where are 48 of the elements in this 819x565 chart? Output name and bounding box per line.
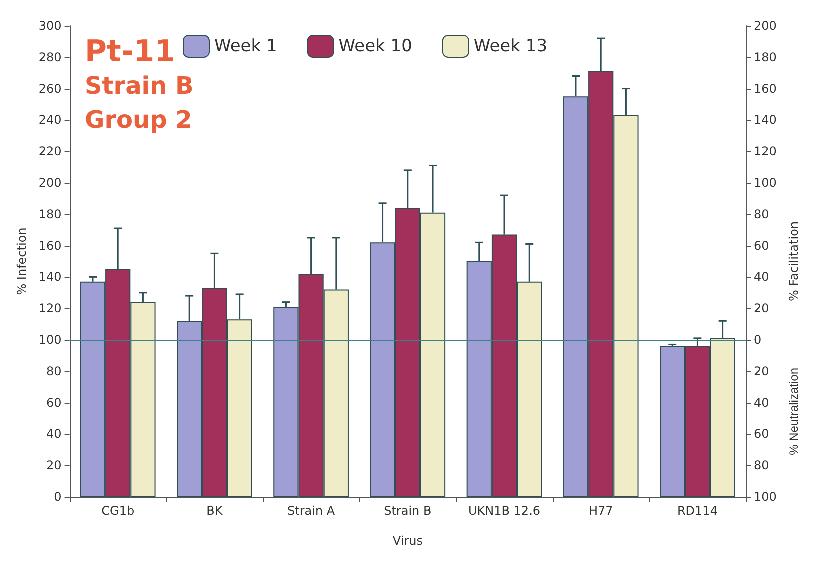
y2-tick-label: 60 — [754, 427, 770, 442]
x-tick-label: CG1b — [102, 504, 135, 518]
y2-axis-title: % Facilitation — [786, 221, 801, 302]
x-tick-label: UKN1B 12.6 — [468, 504, 541, 518]
y-tick-label: 120 — [38, 302, 62, 316]
legend-label: Week 10 — [338, 36, 412, 56]
y2-tick-label: 100 — [754, 176, 777, 190]
legend-label: Week 13 — [474, 36, 548, 56]
y-tick-label: 220 — [38, 144, 62, 159]
legend-label: Week 1 — [214, 36, 278, 56]
x-tick-label: RD114 — [677, 504, 718, 518]
y-tick-label: 180 — [38, 207, 62, 222]
x-tick-label: Strain B — [384, 504, 432, 518]
y2-tick-label: 40 — [754, 396, 770, 410]
y-tick-label: 20 — [46, 458, 62, 473]
y-axis-title: % Infection — [15, 228, 29, 296]
chart-title: Pt-11 — [85, 34, 176, 70]
y-tick-label: 80 — [46, 364, 62, 378]
y2-tick-label: 80 — [754, 207, 770, 222]
y2-tick-label: 200 — [754, 19, 777, 33]
y-tick-label: 40 — [46, 427, 62, 442]
y2-tick-label: 60 — [754, 238, 770, 253]
y-tick-label: 140 — [38, 270, 62, 284]
y2-tick-label: 40 — [754, 270, 770, 284]
y-tick-label: 260 — [38, 82, 62, 96]
y-tick-label: 240 — [38, 113, 62, 128]
y2-tick-label: 180 — [754, 50, 777, 64]
text: % Neutralization — [787, 368, 801, 456]
x-axis-title: Virus — [392, 534, 423, 548]
x-tick-label: H77 — [588, 504, 614, 518]
y-tick-label: 160 — [38, 238, 62, 253]
y2-tick-label: 160 — [754, 82, 777, 96]
y-tick-label: 0 — [54, 490, 62, 504]
text: Strain B Group 2 — [85, 72, 194, 134]
y2-tick-label: 140 — [754, 113, 777, 128]
y2-tick-label: 20 — [754, 364, 770, 378]
y2-tick-label: 20 — [754, 302, 770, 316]
y2-tick-label: 80 — [754, 458, 770, 473]
y-tick-label: 60 — [46, 396, 62, 410]
y-tick-label: 200 — [38, 176, 62, 190]
y-tick-label: 280 — [38, 50, 62, 64]
y2-tick-label: 100 — [754, 490, 777, 504]
y-tick-label: 100 — [38, 333, 62, 347]
y2-tick-label: 0 — [754, 333, 762, 347]
y-tick-label: 300 — [38, 19, 62, 33]
x-tick-label: BK — [206, 504, 224, 518]
x-tick-label: Strain A — [288, 504, 336, 518]
y2-tick-label: 120 — [754, 144, 777, 159]
